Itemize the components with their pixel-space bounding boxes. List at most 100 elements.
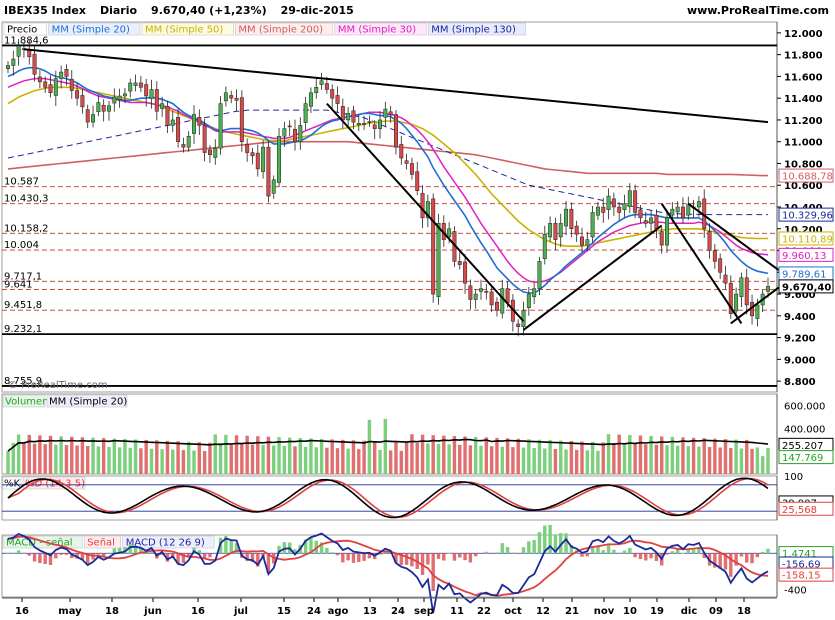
candle-body (659, 231, 664, 246)
volume-bar (346, 448, 350, 474)
x-tick-label: may (58, 606, 82, 617)
macd-panel: MACD - señal Señal MACD (12 26 9) -400 1,474… (1, 524, 834, 614)
candle-body (37, 76, 42, 83)
volume-bar (144, 439, 148, 474)
candle-body (96, 102, 101, 113)
candle-body (473, 293, 478, 300)
histogram-bar (447, 552, 451, 554)
candle-body (48, 84, 53, 93)
candle-body (176, 116, 181, 142)
histogram-bar (303, 539, 308, 554)
main-legend: Precio MM (Simple 20) MM (Simple 50) MM (Si… (3, 22, 527, 36)
volume-bar (367, 419, 372, 474)
volume-bar (112, 438, 117, 474)
histogram-bar (580, 553, 584, 557)
volume-bar (309, 438, 313, 474)
volume-bar (745, 440, 749, 474)
legend-chip (83, 535, 121, 549)
volume-bar (261, 444, 265, 474)
candle-body (69, 78, 74, 91)
candle-body (649, 217, 654, 224)
level-label: 10.587 (4, 177, 39, 188)
candle-body (643, 220, 648, 224)
candle-body (43, 81, 48, 88)
candle-body (32, 53, 37, 75)
candle-body (314, 87, 319, 93)
candle-body (207, 149, 212, 156)
volume-bar (537, 439, 542, 474)
y-tick-label: 10.600 (784, 181, 823, 192)
volume-bar (16, 434, 21, 474)
volume-bar (388, 450, 393, 474)
volume-bar (54, 444, 58, 474)
histogram-bar (101, 553, 106, 557)
candle-body (378, 119, 382, 129)
candle-body (128, 82, 133, 92)
panel-frame (1, 475, 778, 521)
x-tick-label: jul (233, 606, 248, 617)
volume-bar (543, 448, 547, 474)
x-tick-label: 18 (105, 606, 119, 617)
y-tick-label: 600.000 (784, 401, 825, 412)
candle-body (744, 277, 749, 306)
volume-bar (341, 439, 345, 474)
volume-bar (548, 440, 552, 474)
candle-body (484, 291, 489, 293)
y-tick-label: 9.600 (784, 290, 816, 301)
histogram-bar (543, 525, 547, 554)
tag-label: 147.769 (782, 453, 823, 464)
candle-body (505, 288, 510, 304)
volume-bar (80, 437, 85, 474)
y-tick-label: 8.800 (784, 377, 816, 388)
volume-bar (697, 446, 701, 474)
candle-body (181, 144, 186, 148)
candle-body (585, 239, 590, 246)
x-tick-label: 18 (737, 606, 751, 617)
histogram-bar (436, 553, 441, 559)
candle-body (319, 80, 324, 85)
histogram-bar (149, 550, 154, 554)
volume-bar (213, 434, 217, 474)
tag-box (778, 247, 834, 262)
histogram-bar (176, 553, 180, 564)
last-value-tag: 10.110,89 (778, 231, 834, 246)
instrument-name[interactable]: IBEX35 Index (4, 4, 86, 17)
last-quote: 9.670,40 (+1,23%) (151, 4, 267, 17)
histogram-bar (64, 553, 69, 555)
volume-bar (208, 442, 212, 474)
volume-bar (303, 446, 308, 474)
histogram-bar (612, 549, 616, 554)
tag-label: 10.329,96 (782, 211, 833, 222)
volume-bar (277, 437, 281, 474)
candle-body (160, 103, 165, 109)
tag-box (778, 168, 834, 183)
histogram-bar (197, 550, 202, 554)
candle-body (489, 291, 494, 306)
histogram-bar (293, 549, 297, 554)
y-tick-label: 11.000 (784, 138, 823, 149)
volume-bar (256, 436, 260, 474)
tag-label: -158,15 (782, 571, 821, 582)
histogram-bar (750, 553, 754, 564)
candle-body (138, 82, 143, 88)
candle-body (404, 160, 409, 164)
last-value-tag: 10.688,78 (778, 168, 834, 183)
volume-bar (580, 441, 584, 474)
histogram-bar (123, 547, 127, 554)
x-tick-label: sep (414, 606, 434, 617)
histogram-bar (596, 546, 600, 554)
stochastic-panel: %K%D (14 3 5)10039,90725,568 (1, 472, 834, 521)
candle-body (680, 206, 685, 219)
x-tick-label: dic (681, 606, 698, 617)
candle-body (388, 111, 393, 115)
volume-bar (559, 440, 563, 474)
candle-body (447, 228, 452, 238)
candle-body (223, 92, 228, 102)
timeframe-label[interactable]: Diario (99, 4, 138, 17)
tag-label: 10.110,89 (782, 234, 833, 245)
sma130-line (7, 109, 768, 216)
candle-body (59, 71, 64, 79)
macd-line (7, 532, 769, 614)
histogram-bar (654, 553, 659, 561)
